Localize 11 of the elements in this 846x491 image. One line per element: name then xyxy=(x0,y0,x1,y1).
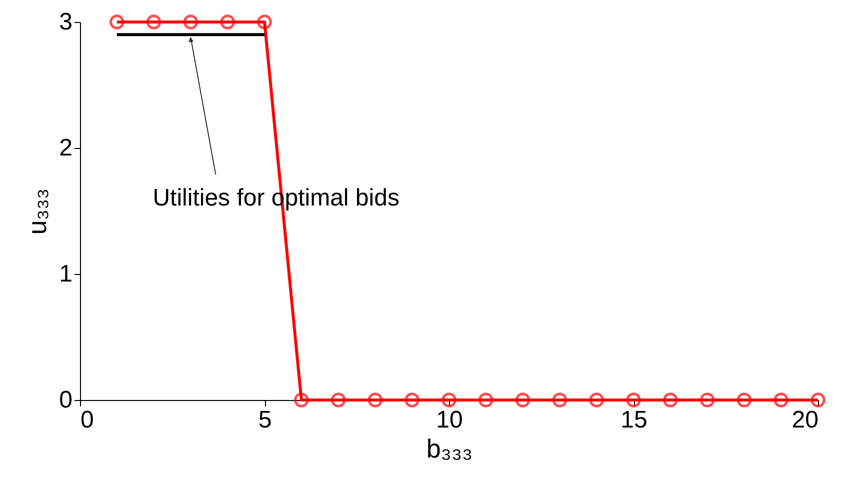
y-tick-label: 2 xyxy=(59,134,72,162)
x-tick-label: 20 xyxy=(792,406,818,434)
x-tick-label: 0 xyxy=(80,406,94,434)
x-tick-label: 5 xyxy=(258,406,272,434)
x-tick-label: 15 xyxy=(620,406,648,434)
y-tick-label: 3 xyxy=(59,8,72,36)
y-tick-label: 1 xyxy=(59,260,72,288)
x-tick-label: 10 xyxy=(436,406,463,434)
x-axis-title: b₃₃₃ xyxy=(426,434,473,464)
y-tick-label: 0 xyxy=(59,386,72,414)
y-axis-title: u₃₃₃ xyxy=(22,188,52,235)
